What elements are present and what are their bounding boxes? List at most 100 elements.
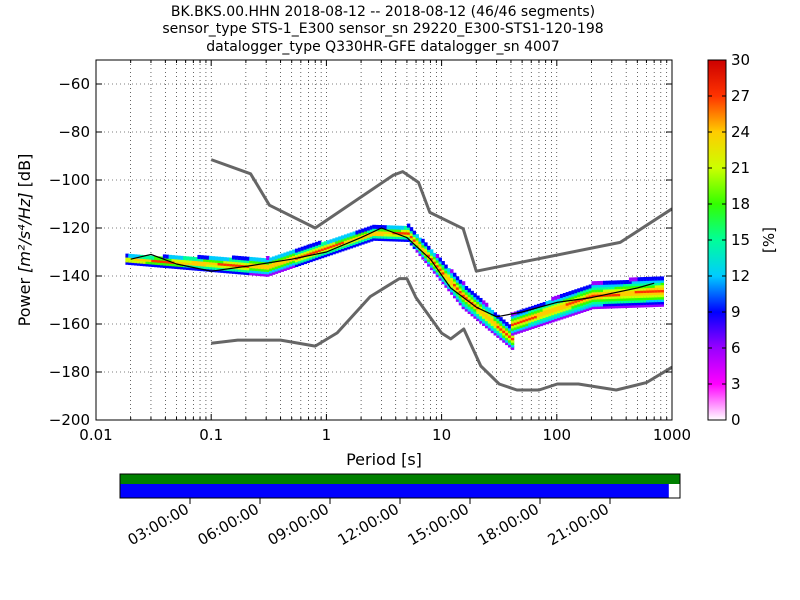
density-cell	[557, 304, 561, 309]
density-cell	[660, 288, 664, 293]
density-cell	[473, 293, 477, 298]
density-cell	[306, 244, 310, 249]
density-cell	[447, 277, 451, 282]
density-cell	[522, 308, 526, 313]
density-cell	[605, 302, 610, 307]
density-cell	[528, 309, 532, 314]
density-cell	[421, 243, 425, 248]
density-cell	[252, 257, 256, 262]
density-cell	[484, 307, 489, 312]
density-cell	[361, 230, 365, 235]
density-cell	[531, 324, 535, 329]
density-cell	[145, 257, 149, 262]
density-cell	[386, 230, 391, 235]
density-cell	[421, 241, 425, 246]
density-cell	[318, 243, 322, 248]
density-cell	[326, 249, 331, 254]
density-cell	[392, 232, 396, 237]
data-availability-bar: 03:00:00 06:00:00 09:00:00 12:00:00 15:00:00…	[119, 473, 681, 549]
density-cell	[660, 300, 664, 305]
density-cell	[157, 261, 161, 266]
density-cell	[352, 231, 356, 236]
density-cell	[412, 235, 417, 240]
density-cell	[513, 330, 518, 335]
density-cell	[594, 283, 598, 288]
density-cell	[634, 301, 639, 306]
density-cell	[174, 262, 178, 267]
density-cell	[643, 279, 647, 284]
density-cell	[326, 252, 331, 257]
density-cell	[318, 255, 322, 260]
density-cell	[453, 291, 457, 296]
density-cell	[358, 239, 362, 244]
density-cell	[335, 237, 339, 242]
density-cell	[200, 255, 204, 260]
density-cell	[637, 291, 641, 296]
density-cell	[496, 324, 500, 329]
density-cell	[548, 304, 552, 309]
density-cell	[594, 305, 598, 310]
density-cell	[406, 230, 411, 235]
density-cell	[260, 267, 265, 272]
density-cell	[200, 257, 204, 262]
density-cell	[398, 228, 402, 233]
density-cell	[229, 264, 233, 269]
density-cell	[525, 326, 529, 331]
density-cell	[320, 242, 325, 247]
density-cell	[559, 296, 564, 301]
density-cell	[444, 266, 448, 271]
density-cell	[484, 305, 489, 310]
density-cell	[464, 307, 469, 312]
density-cell	[461, 288, 466, 293]
density-cell	[473, 314, 477, 319]
density-cell	[626, 289, 630, 294]
y-tick-label: −200	[49, 411, 90, 429]
density-cell	[496, 321, 500, 326]
density-cell	[203, 255, 207, 260]
density-cell	[651, 303, 656, 308]
density-cell	[565, 294, 570, 299]
density-cell	[487, 312, 492, 317]
time-tick-label: 03:00:00	[125, 500, 192, 549]
density-cell	[651, 283, 656, 288]
density-cell	[559, 305, 564, 310]
density-cell	[660, 286, 664, 291]
density-cell	[409, 229, 414, 234]
density-cell	[580, 306, 584, 311]
density-cell	[429, 251, 434, 256]
density-cell	[608, 302, 613, 307]
density-cell	[338, 241, 342, 246]
density-cell	[229, 262, 233, 267]
density-cell	[401, 225, 405, 230]
density-cell	[403, 233, 408, 238]
density-cell	[522, 315, 526, 320]
density-cell	[200, 259, 204, 264]
density-cell	[528, 311, 532, 316]
density-cell	[289, 250, 293, 255]
density-cell	[611, 297, 616, 302]
density-cell	[562, 309, 567, 314]
density-cell	[617, 287, 621, 292]
density-cell	[568, 293, 572, 298]
density-cell	[358, 231, 362, 236]
density-cell	[286, 251, 290, 256]
density-cell	[611, 292, 616, 297]
density-cell	[243, 268, 247, 273]
density-cell	[565, 311, 570, 316]
density-cell	[418, 240, 422, 245]
density-cell	[562, 307, 567, 312]
density-cell	[626, 284, 630, 289]
density-cell	[157, 263, 161, 268]
density-cell	[274, 260, 279, 265]
density-cell	[482, 302, 486, 307]
density-cell	[200, 262, 204, 267]
density-cell	[386, 232, 391, 237]
density-cell	[597, 300, 601, 305]
density-cell	[507, 324, 512, 329]
density-cell	[364, 229, 368, 234]
density-cell	[614, 282, 618, 287]
density-cell	[539, 302, 544, 307]
density-cell	[346, 233, 351, 238]
density-cell	[484, 321, 489, 326]
density-cell	[513, 325, 518, 330]
